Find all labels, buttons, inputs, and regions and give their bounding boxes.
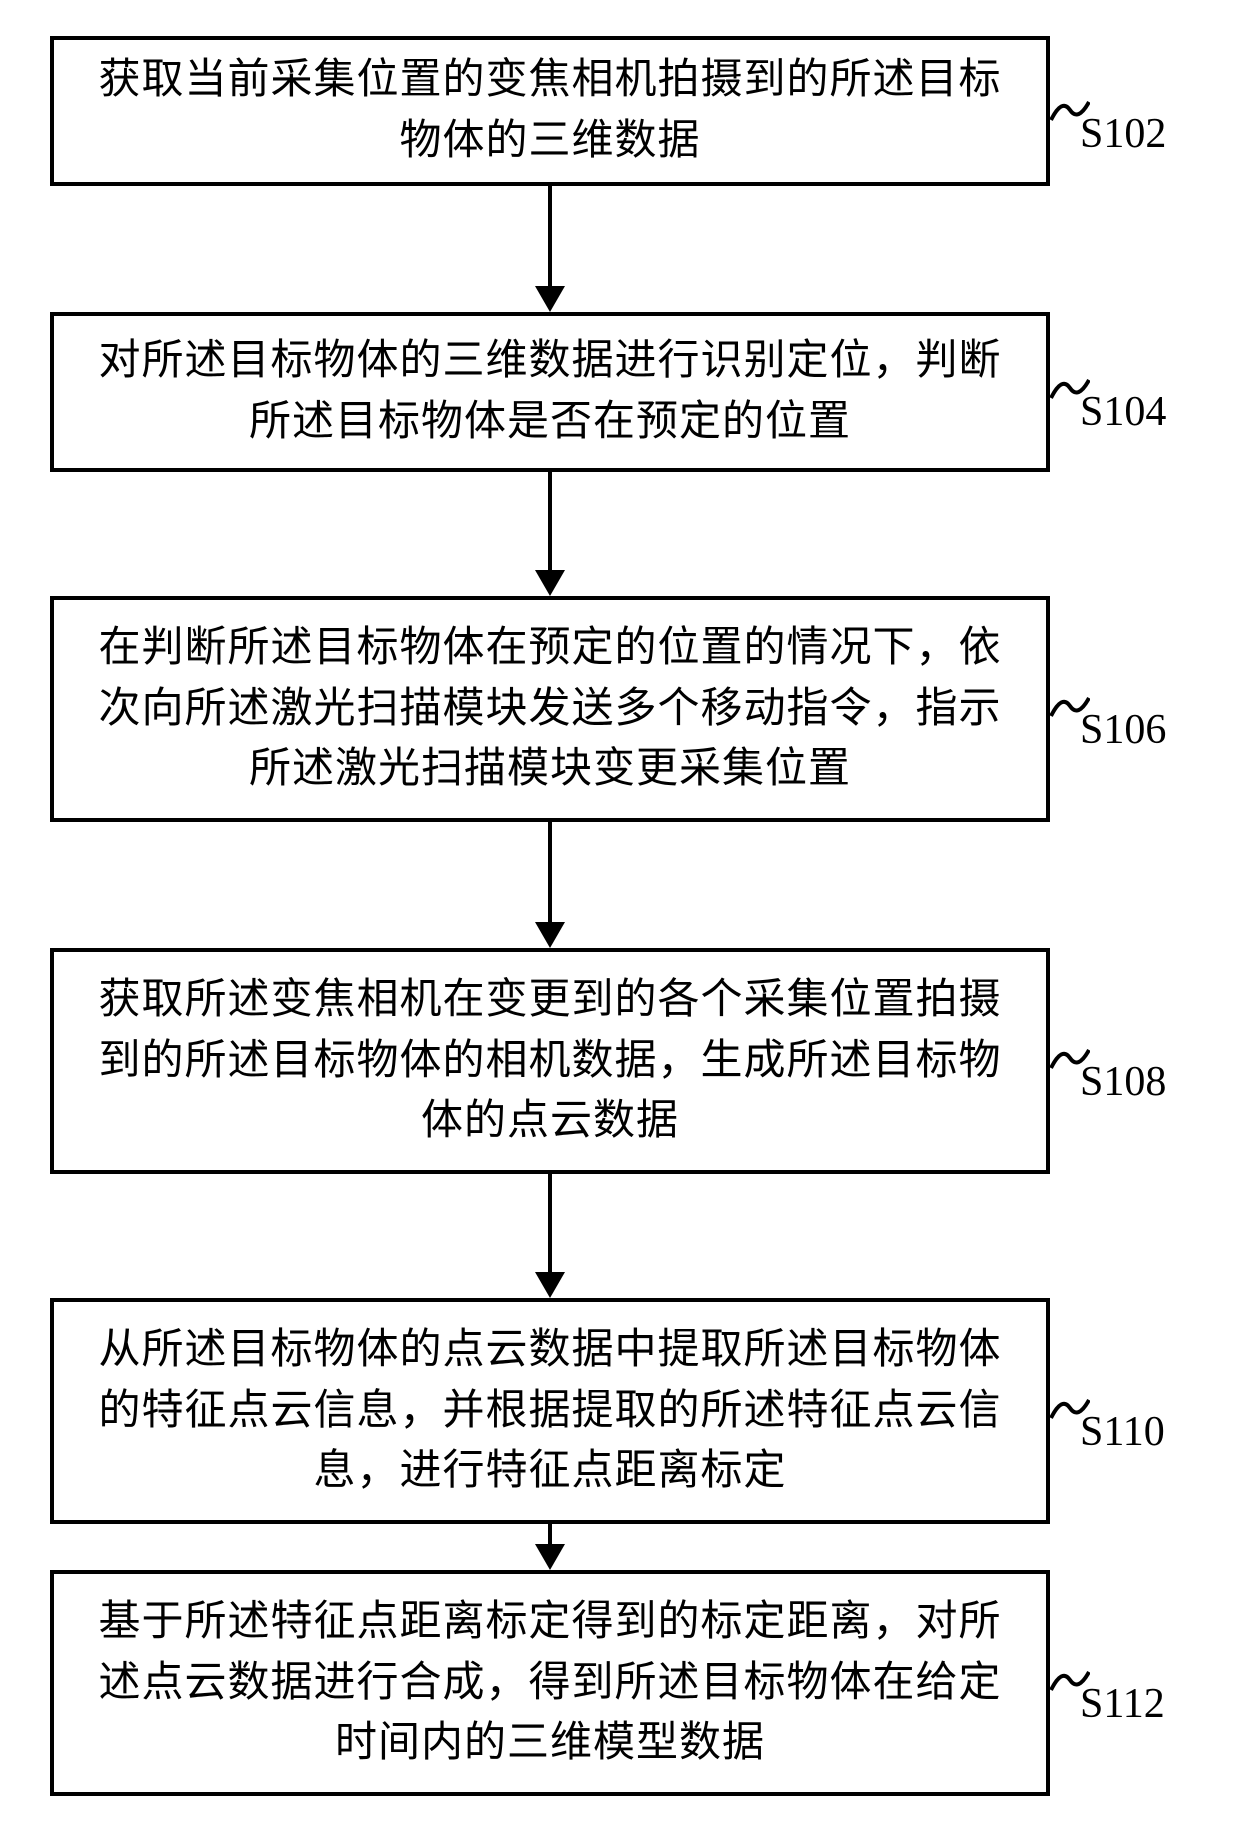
step-box: 对所述目标物体的三维数据进行识别定位，判断所述目标物体是否在预定的位置	[50, 312, 1050, 472]
step-text: 从所述目标物体的点云数据中提取所述目标物体的特征点云信息，并根据提取的所述特征点…	[82, 1320, 1018, 1503]
step-s104: 对所述目标物体的三维数据进行识别定位，判断所述目标物体是否在预定的位置 S104	[50, 312, 1190, 472]
step-s106: 在判断所述目标物体在预定的位置的情况下，依次向所述激光扫描模块发送多个移动指令，…	[50, 596, 1190, 822]
step-box: 获取当前采集位置的变焦相机拍摄到的所述目标物体的三维数据	[50, 36, 1050, 186]
step-label: S112	[1080, 1680, 1165, 1728]
step-text: 基于所述特征点距离标定得到的标定距离，对所述点云数据进行合成，得到所述目标物体在…	[82, 1592, 1018, 1775]
step-text: 对所述目标物体的三维数据进行识别定位，判断所述目标物体是否在预定的位置	[82, 331, 1018, 453]
arrow-connector	[543, 186, 557, 312]
step-box: 基于所述特征点距离标定得到的标定距离，对所述点云数据进行合成，得到所述目标物体在…	[50, 1570, 1050, 1796]
arrow-connector	[543, 1524, 557, 1570]
step-label: S104	[1080, 388, 1166, 436]
flowchart-container: 获取当前采集位置的变焦相机拍摄到的所述目标物体的三维数据 S102 对所述目标物…	[0, 0, 1240, 1824]
arrow-connector	[543, 1174, 557, 1298]
step-label: S102	[1080, 110, 1166, 158]
step-label: S108	[1080, 1058, 1166, 1106]
step-label: S106	[1080, 706, 1166, 754]
step-s102: 获取当前采集位置的变焦相机拍摄到的所述目标物体的三维数据 S102	[50, 36, 1190, 186]
step-label: S110	[1080, 1408, 1165, 1456]
step-s112: 基于所述特征点距离标定得到的标定距离，对所述点云数据进行合成，得到所述目标物体在…	[50, 1570, 1190, 1796]
step-text: 在判断所述目标物体在预定的位置的情况下，依次向所述激光扫描模块发送多个移动指令，…	[82, 618, 1018, 801]
step-s110: 从所述目标物体的点云数据中提取所述目标物体的特征点云信息，并根据提取的所述特征点…	[50, 1298, 1190, 1524]
step-box: 获取所述变焦相机在变更到的各个采集位置拍摄到的所述目标物体的相机数据，生成所述目…	[50, 948, 1050, 1174]
arrow-connector	[543, 472, 557, 596]
step-text: 获取所述变焦相机在变更到的各个采集位置拍摄到的所述目标物体的相机数据，生成所述目…	[82, 970, 1018, 1153]
step-text: 获取当前采集位置的变焦相机拍摄到的所述目标物体的三维数据	[82, 50, 1018, 172]
step-box: 从所述目标物体的点云数据中提取所述目标物体的特征点云信息，并根据提取的所述特征点…	[50, 1298, 1050, 1524]
step-s108: 获取所述变焦相机在变更到的各个采集位置拍摄到的所述目标物体的相机数据，生成所述目…	[50, 948, 1190, 1174]
arrow-connector	[543, 822, 557, 948]
step-box: 在判断所述目标物体在预定的位置的情况下，依次向所述激光扫描模块发送多个移动指令，…	[50, 596, 1050, 822]
